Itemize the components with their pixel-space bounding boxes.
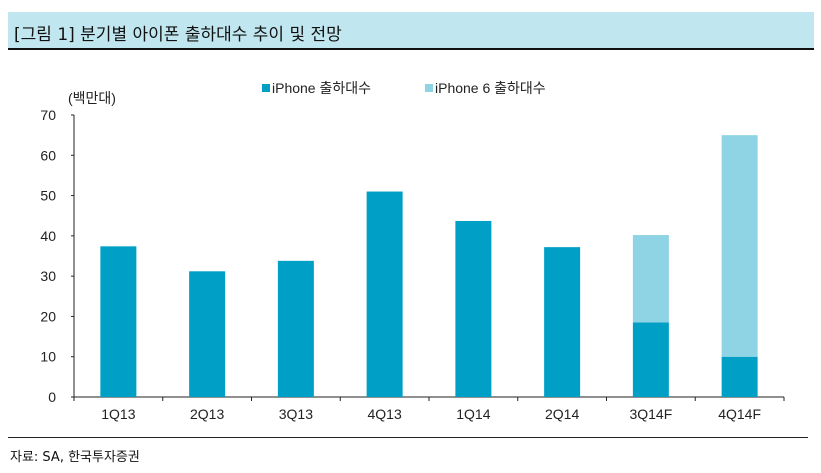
legend-swatch bbox=[262, 84, 270, 92]
x-tick-label: 4Q13 bbox=[368, 406, 402, 422]
figure-title: [그림 1] 분기별 아이폰 출하대수 추이 및 전망 bbox=[14, 25, 342, 45]
y-tick-label: 10 bbox=[40, 349, 56, 365]
y-tick-label: 70 bbox=[40, 107, 56, 123]
legend-swatch bbox=[425, 84, 433, 92]
x-tick-label: 1Q13 bbox=[101, 406, 135, 422]
x-tick-label: 4Q14F bbox=[718, 406, 761, 422]
bar-iphone-2Q14 bbox=[544, 247, 581, 397]
y-tick-label: 60 bbox=[40, 147, 56, 163]
x-tick-label: 3Q14F bbox=[629, 406, 672, 422]
bar-iphone6-4Q14F bbox=[721, 135, 758, 357]
x-tick-label: 2Q14 bbox=[545, 406, 579, 422]
bar-iphone-2Q13 bbox=[189, 271, 226, 397]
x-tick-label: 3Q13 bbox=[279, 406, 313, 422]
divider bbox=[8, 437, 808, 438]
bar-iphone-4Q13 bbox=[366, 191, 403, 397]
bar-iphone-3Q14F bbox=[632, 322, 669, 397]
legend-label: iPhone 6 출하대수 bbox=[435, 80, 546, 96]
y-tick-label: 50 bbox=[40, 188, 56, 204]
y-tick-label: 30 bbox=[40, 268, 56, 284]
bar-iphone-3Q13 bbox=[277, 260, 314, 397]
x-tick-label: 2Q13 bbox=[190, 406, 224, 422]
legend-label: iPhone 출하대수 bbox=[272, 80, 371, 96]
title-band: [그림 1] 분기별 아이폰 출하대수 추이 및 전망 bbox=[8, 12, 814, 50]
y-axis-label: (백만대) bbox=[68, 90, 116, 106]
bar-iphone6-3Q14F bbox=[632, 235, 669, 323]
y-tick-label: 0 bbox=[48, 389, 56, 405]
y-tick-label: 20 bbox=[40, 308, 56, 324]
x-tick-label: 1Q14 bbox=[456, 406, 490, 422]
y-tick-label: 40 bbox=[40, 228, 56, 244]
bar-iphone-1Q14 bbox=[455, 220, 492, 397]
bar-iphone-4Q14F bbox=[721, 356, 758, 397]
source-note: 자료: SA, 한국투자증권 bbox=[10, 450, 140, 465]
bar-iphone-1Q13 bbox=[100, 246, 137, 397]
